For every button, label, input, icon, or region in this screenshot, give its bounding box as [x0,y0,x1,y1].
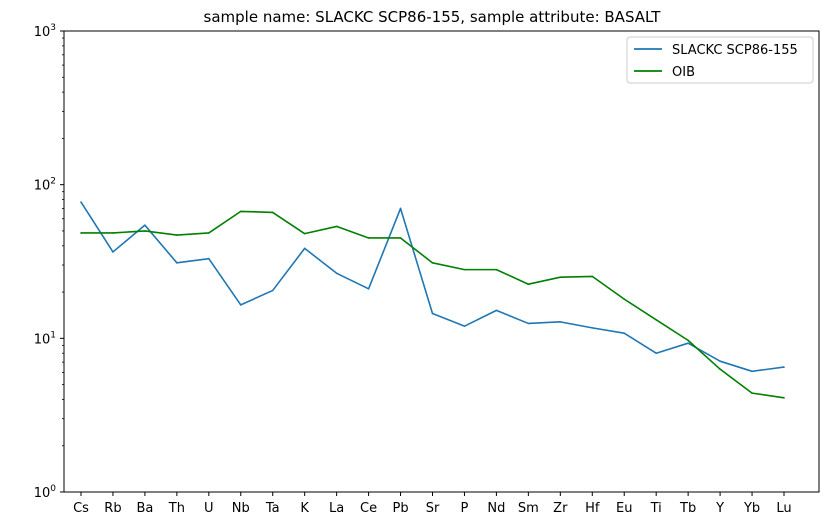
data-point [495,268,498,271]
data-point [527,322,530,325]
y-tick-label: 100 [34,484,57,501]
data-point [751,370,753,373]
legend-label: SLACKC SCP86-155 [672,43,798,58]
chart-title: sample name: SLACKC SCP86-155, sample at… [204,8,662,26]
data-point [751,392,753,394]
x-tick-label: Ce [360,501,377,516]
x-tick-label: Yb [743,501,760,516]
x-tick-label: Lu [776,501,791,516]
x-tick-label: Nb [232,501,250,516]
data-point [719,360,721,362]
y-tick-label: 102 [34,177,56,194]
y-tick-label: 101 [34,330,56,347]
data-point [239,210,242,213]
data-point [271,289,274,292]
x-tick-label: Sm [518,501,539,516]
x-tick-label: Ta [265,501,280,516]
data-point [112,232,114,234]
x-tick-label: U [204,501,214,516]
x-tick-label: Th [168,501,185,516]
x-tick-label: Nd [487,501,505,516]
data-point [655,352,657,355]
legend-box [626,36,814,84]
data-point [783,397,785,399]
data-point [559,276,562,278]
data-point [80,232,82,234]
x-tick-label: Cs [73,501,89,516]
data-point [431,262,434,264]
data-point [208,232,210,234]
x-tick-label: Tb [679,501,696,516]
data-point [144,230,146,232]
data-point [623,332,626,334]
x-tick-label: Y [715,501,724,516]
data-point [303,232,306,235]
data-point [271,211,274,214]
data-point [431,312,434,315]
plot-area: 100 101 102 103 Cs Rb Ba Th U Nb Ta K La Ce Pb Sr P Nd Sm Z… [34,23,820,516]
series-line [80,201,785,373]
y-tick-label: 103 [34,23,56,40]
legend-label: OIB [672,65,695,80]
x-tick-label: Ba [136,501,153,516]
x-tick-label: K [300,501,309,516]
data-point [399,207,402,210]
x-tick-label: Sr [426,501,440,516]
data-point [144,224,146,226]
data-point [527,283,530,286]
data-point [367,237,370,239]
data-point [687,342,689,344]
data-point [559,321,562,323]
x-tick-label: Pb [392,501,408,516]
data-point [399,237,402,239]
data-point [591,327,594,329]
data-point [591,275,594,278]
data-point [367,288,370,290]
x-tick-label: La [329,501,344,516]
x-tick-label: Eu [616,501,632,516]
data-point [112,251,114,253]
data-point [80,201,82,203]
data-point [463,268,466,271]
series-line [81,210,785,399]
x-tick-label: Hf [585,501,600,516]
data-point [623,298,626,300]
data-point [495,309,498,312]
x-tick-label: Rb [104,501,121,516]
x-tick-label: Ti [650,501,662,516]
data-point [176,262,178,264]
legend: SLACKC SCP86-155 OIB [626,36,814,84]
data-point [239,304,242,306]
data-point [687,339,689,342]
x-tick-label: P [461,501,469,516]
data-point [208,257,210,260]
data-point [176,234,178,236]
data-point [335,272,338,275]
data-point [303,247,306,250]
data-point [463,325,466,327]
data-point [655,319,657,321]
x-tick-label: Zr [553,501,568,516]
data-point [335,225,338,228]
data-point [783,366,785,368]
axes-frame [63,30,820,493]
data-point [719,368,721,370]
